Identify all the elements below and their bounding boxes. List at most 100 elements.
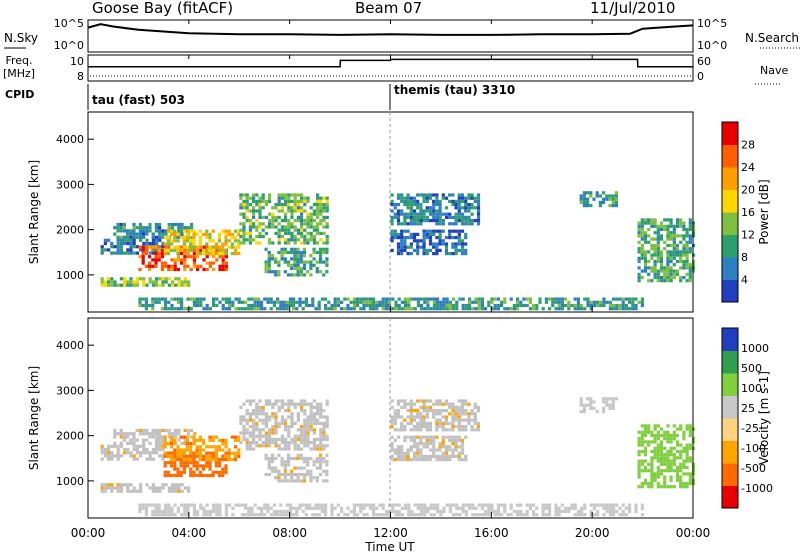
power-cell [295,300,299,304]
velocity-cell [460,442,465,446]
power-cell [659,275,664,280]
power-cell [432,245,436,249]
velocity-cell [284,447,288,451]
power-cell [158,235,162,239]
power-cell [224,236,228,240]
power-cell [396,203,401,207]
velocity-cell [464,509,468,514]
velocity-cell [319,415,323,419]
velocity-cell [470,418,474,422]
power-cell [312,212,316,216]
velocity-cell [296,412,300,416]
power-cell [425,229,429,233]
velocity-colorbar-label: Velocity [m s-1] [757,371,771,465]
velocity-cell [330,506,334,510]
power-cell [276,307,280,311]
power-cell [393,212,397,216]
velocity-cell [656,449,660,454]
velocity-cell [409,421,413,425]
velocity-cell [296,415,300,419]
power-cell [189,229,193,233]
power-cell [183,264,187,268]
power-cell [237,300,241,304]
power-cell [454,236,458,240]
power-cell [282,307,286,311]
velocity-cell [100,451,104,455]
velocity-cell [303,428,307,432]
velocity-cell [650,456,654,460]
velocity-cell [650,449,654,454]
velocity-cell [688,446,692,450]
power-cell [167,300,171,304]
velocity-cell [302,456,307,461]
velocity-cell [490,506,494,510]
power-cell [349,300,353,304]
power-cell [267,250,271,255]
velocity-cell [573,513,577,517]
velocity-cell [264,418,268,422]
velocity-cell [438,421,442,425]
power-cell [252,222,256,226]
velocity-cell [580,509,584,514]
velocity-cell [432,412,436,416]
power-cell [253,297,257,301]
power-cell [416,232,420,236]
velocity-cell [160,513,164,517]
velocity-cell [280,441,284,445]
power-cell [319,203,323,207]
power-cell [154,245,158,249]
velocity-cell [113,454,117,458]
velocity-cell [390,445,394,449]
velocity-cell [409,399,413,403]
velocity-cell [688,481,692,486]
station-title: Goose Bay (fitACF) [92,0,233,17]
velocity-cell [240,513,244,517]
power-cell [283,257,287,261]
power-cell [283,247,287,251]
power-cell [290,235,294,239]
power-cell [672,247,676,251]
power-cell [126,235,130,239]
velocity-cell [282,513,286,517]
power-cell [473,219,477,223]
velocity-cell [656,485,660,489]
power-cell [228,307,232,311]
velocity-cell [264,425,268,429]
velocity-cell [113,432,117,436]
velocity-cell [425,421,429,425]
power-cell [400,242,404,246]
velocity-cell [303,402,307,406]
velocity-cell [448,435,452,439]
velocity-cell [419,412,423,416]
velocity-cell [277,425,281,429]
velocity-cell [274,469,278,473]
power-cell [170,226,174,230]
power-cell [290,209,294,213]
power-cell [290,199,294,203]
velocity-cell [444,409,449,413]
power-cell [576,297,580,301]
power-cell [189,267,193,272]
velocity-cell [280,479,284,483]
power-cell [302,260,307,264]
velocity-cell [267,463,271,467]
power-cell [319,231,323,235]
velocity-cell [653,453,657,457]
velocity-cell [583,506,587,510]
power-cell [672,234,676,238]
velocity-cell [158,454,162,458]
power-cell [615,307,619,311]
power-cell [396,245,401,249]
power-cell [180,303,184,308]
power-cell [239,193,243,197]
power-cell [647,279,651,283]
velocity-cell [239,421,243,425]
power-cell [312,235,316,239]
velocity-cell [189,451,193,455]
power-cell [279,307,283,311]
velocity-cell [653,440,657,444]
velocity-cell [274,412,278,416]
velocity-cell [182,461,186,465]
power-cell [196,267,200,272]
power-y-axis-label: Slant Range [km] [27,160,41,264]
